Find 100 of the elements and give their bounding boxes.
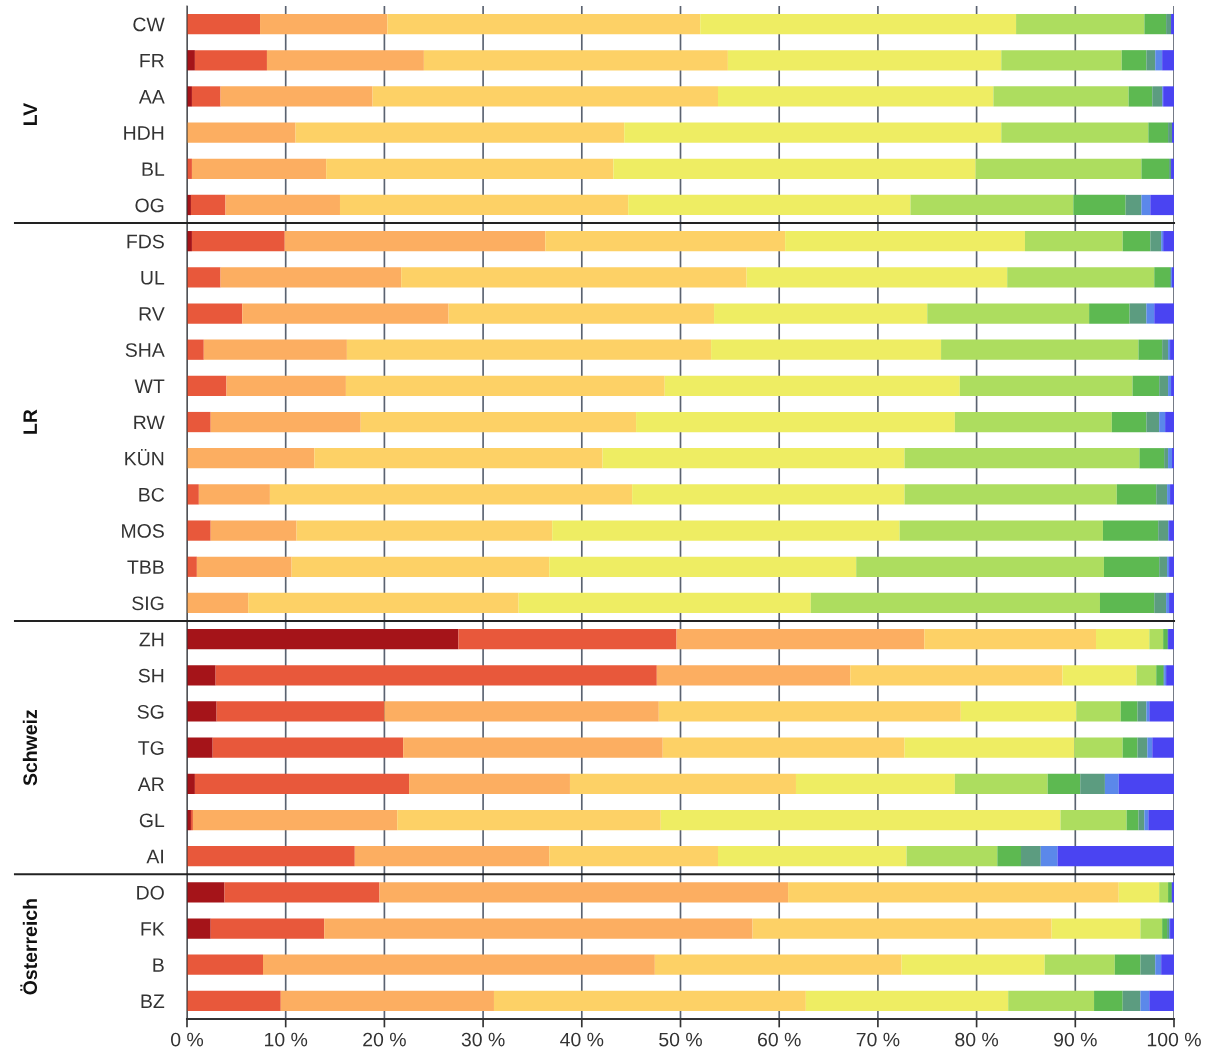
bar (1162, 339, 1169, 360)
bar (954, 773, 1048, 794)
y-tick-label: MOS (122, 524, 164, 538)
bar (1080, 773, 1105, 794)
bar (1159, 411, 1166, 433)
bar (187, 990, 281, 1012)
y-axis-title: Schweiz (22, 710, 38, 786)
bar (975, 158, 1142, 179)
bar (187, 665, 216, 686)
bar (711, 339, 942, 360)
bar (1159, 556, 1168, 577)
bar (210, 520, 297, 541)
bar (1074, 737, 1123, 758)
bar (850, 665, 1063, 686)
bar (187, 339, 204, 360)
bar (676, 629, 925, 650)
bar (187, 13, 261, 35)
bar (226, 375, 346, 397)
bar (624, 122, 1002, 143)
bar (1094, 990, 1123, 1012)
bar (714, 303, 928, 324)
bar (632, 484, 905, 505)
bar (941, 339, 1139, 360)
bar (1076, 701, 1121, 722)
y-tick-label: BC (139, 487, 165, 502)
bar (1144, 13, 1167, 35)
bar (1118, 882, 1160, 903)
bar (1111, 411, 1147, 433)
bar (1001, 122, 1149, 143)
bar (1073, 194, 1126, 216)
bar (954, 411, 1112, 433)
bar (664, 375, 960, 397)
bar (1149, 990, 1174, 1012)
y-tick-label: UL (141, 271, 165, 285)
bar (187, 701, 217, 722)
bar (856, 556, 1104, 577)
bar (1158, 520, 1169, 541)
bar (191, 158, 327, 179)
bar (1104, 773, 1119, 794)
bar (1150, 231, 1162, 252)
bar (1122, 231, 1151, 252)
bar (899, 520, 1103, 541)
bar (187, 592, 249, 614)
bar (409, 773, 570, 794)
bar (187, 267, 221, 288)
bar (387, 13, 701, 35)
bar (198, 484, 270, 505)
y-tick-label: B (153, 958, 164, 972)
bar (354, 846, 550, 867)
bar (904, 737, 1075, 758)
bar (1166, 13, 1172, 35)
bar (192, 809, 398, 831)
bar (613, 158, 976, 179)
bar (993, 86, 1129, 107)
bar (1126, 809, 1139, 831)
bar (220, 267, 402, 288)
bar (280, 990, 494, 1012)
bar (187, 375, 227, 397)
x-tick-label: 100 % (1147, 1032, 1201, 1047)
bar (291, 556, 550, 577)
bar (959, 375, 1133, 397)
bar (602, 448, 905, 469)
bar (1165, 411, 1174, 433)
y-tick-label: FR (140, 53, 164, 68)
bar (269, 484, 633, 505)
bar (1057, 846, 1174, 867)
y-tick-label: SG (137, 704, 164, 719)
bar (187, 556, 197, 577)
bar (1122, 737, 1138, 758)
bar (1168, 629, 1174, 650)
bar (1114, 954, 1141, 975)
bar (1146, 411, 1160, 433)
bar (1169, 592, 1174, 614)
x-tick-label: 0 % (171, 1032, 204, 1047)
y-tick-label: AI (146, 849, 163, 864)
bar (1147, 737, 1153, 758)
bar (1152, 86, 1163, 107)
bar (810, 592, 1100, 614)
bar (1169, 520, 1174, 541)
bar (187, 882, 225, 903)
bar (260, 13, 388, 35)
bar (1116, 484, 1157, 505)
bar (660, 809, 1061, 831)
bar (384, 701, 659, 722)
bar (1096, 629, 1150, 650)
y-tick-label: TBB (127, 560, 164, 574)
bar (345, 375, 665, 397)
bar (1144, 809, 1149, 831)
bar (1171, 13, 1174, 35)
x-tick-label: 70 % (856, 1032, 900, 1047)
bar (901, 954, 1045, 975)
bar (187, 122, 296, 143)
bar (187, 303, 243, 324)
bar (700, 13, 1017, 35)
bar (1149, 629, 1164, 650)
bar (326, 158, 614, 179)
bar (360, 411, 637, 433)
bar (628, 194, 911, 216)
bar (194, 773, 410, 794)
y-tick-label: GL (139, 813, 165, 828)
